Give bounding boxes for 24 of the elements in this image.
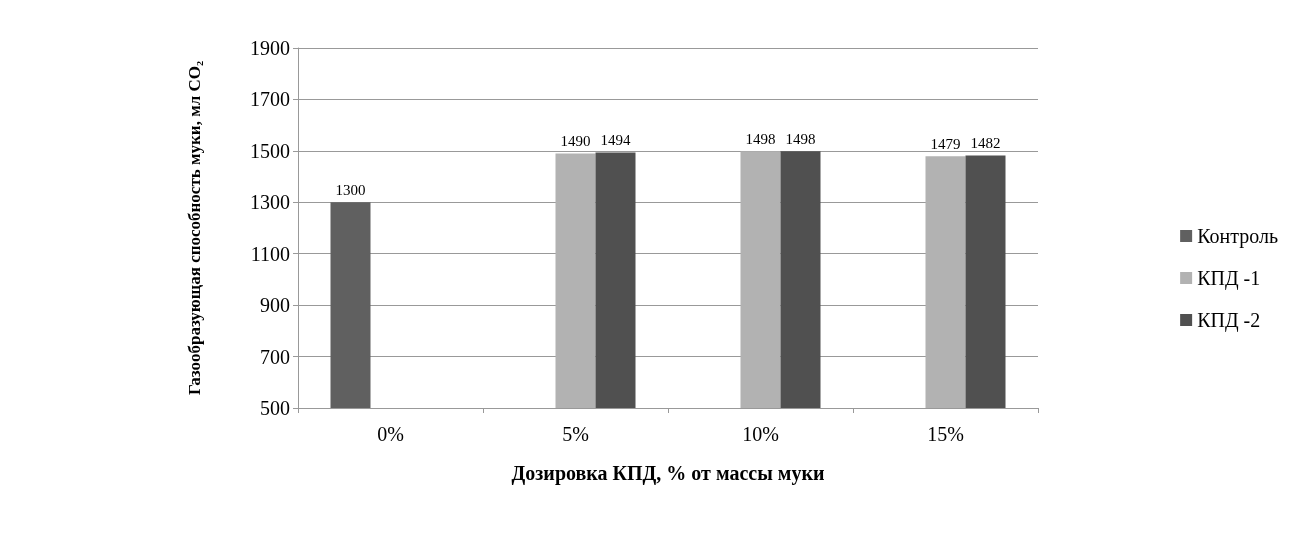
data-label: 1482 [970, 134, 1001, 151]
x-tick-label: 10% [742, 423, 779, 445]
y-tick-label: 1900 [250, 37, 290, 59]
data-label: 1479 [930, 135, 961, 152]
y-tick-label: 1700 [250, 88, 290, 111]
x-tick-label: 0% [377, 423, 404, 445]
x-axis-title: Дозировка КПД, % от массы муки [511, 462, 825, 485]
y-axis-title: Газообразующая способность муки, мл CO₂ [185, 60, 204, 396]
data-label: 1490 [560, 132, 591, 149]
y-tick-label: 500 [260, 397, 290, 419]
legend-label: Контроль [1197, 225, 1279, 248]
data-label: 1494 [600, 131, 631, 148]
y-tick-label: 1100 [250, 242, 290, 265]
data-label: 1498 [745, 130, 776, 147]
legend-label: КПД -1 [1197, 267, 1261, 290]
legend-label: КПД -2 [1197, 309, 1261, 332]
y-tick-label: 700 [260, 345, 290, 368]
y-tick-label: 1300 [250, 191, 290, 214]
x-tick-label: 15% [927, 423, 964, 445]
y-tick-label: 900 [260, 294, 290, 317]
data-label: 1300 [335, 181, 366, 198]
x-tick-label: 5% [562, 423, 589, 445]
y-tick-label: 1500 [250, 139, 290, 162]
data-label: 1498 [785, 130, 816, 147]
